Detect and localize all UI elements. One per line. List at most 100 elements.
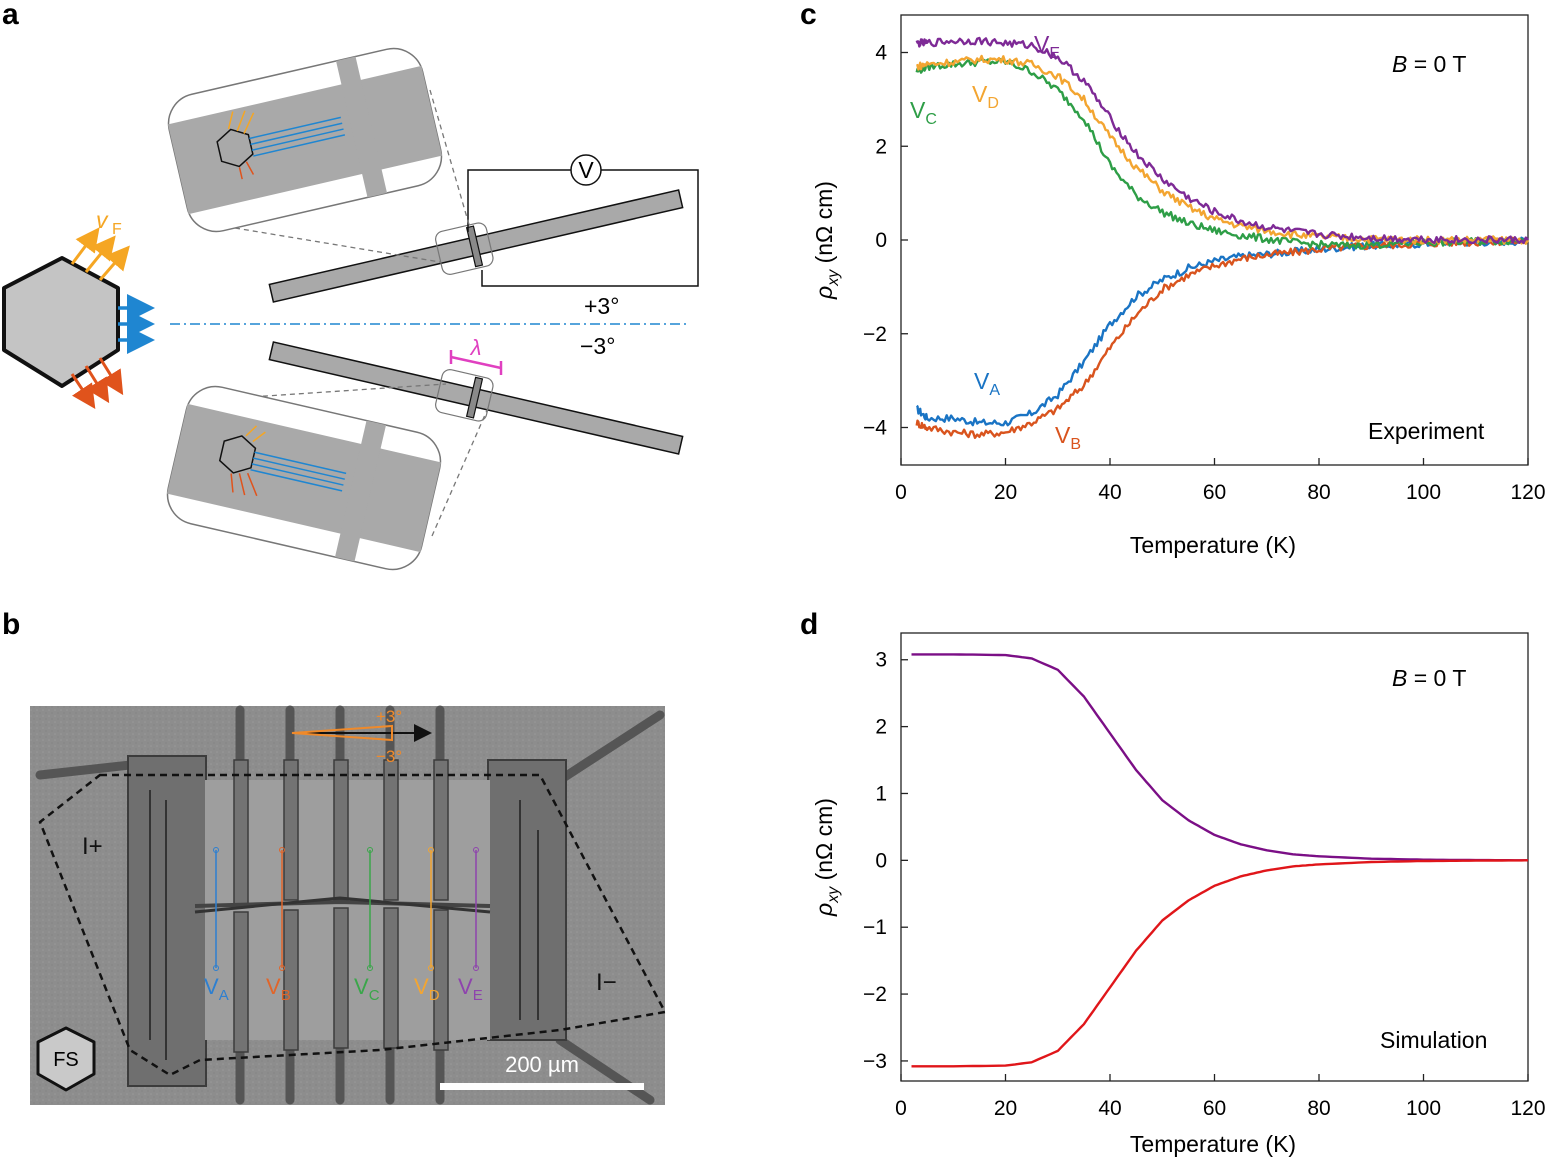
scale-bar-label: 200 µm	[505, 1052, 579, 1077]
y-tick-label: −3	[863, 1050, 887, 1073]
x-tick-label: 0	[895, 481, 907, 504]
b-angle-minus: −3°	[376, 747, 402, 766]
lower-channel	[194, 896, 491, 914]
x-tick-label: 20	[994, 1097, 1017, 1120]
probe-labels: VA VB VC VD VE	[204, 974, 483, 1004]
y-label-c-sub: xy	[825, 269, 842, 287]
panel-d-chart: 3 2 1 0 −1 −2 −3 0 20 40 60 80 100 120 Temperature (K…	[811, 632, 1546, 1157]
x-tick-label: 60	[1203, 481, 1226, 504]
series-line-e	[915, 36, 1529, 245]
x-tick-label: 60	[1203, 1097, 1226, 1120]
probe-e-sub: E	[473, 987, 483, 1004]
series-label-b: VB	[1055, 422, 1081, 453]
y-label-c-unit: (nΩ cm)	[811, 181, 837, 270]
x-tick-label: 100	[1406, 1097, 1441, 1120]
x-tick-label: 80	[1307, 1097, 1330, 1120]
probe-a-name: V	[204, 974, 219, 999]
x-tick-label: 20	[994, 481, 1017, 504]
y-tick-label: 2	[875, 716, 887, 739]
field-annotation-d: B = 0 T	[1392, 665, 1466, 691]
panel-c-chart: 420−2−40 20 40 60 80 100 120 Temperature (K) ρ…	[811, 14, 1546, 558]
y-tick-label: −2	[863, 983, 887, 1006]
series-line-lower	[911, 859, 1529, 1068]
probe-c-sub: C	[369, 987, 380, 1004]
probe-e-name: V	[458, 974, 473, 999]
panel-label-a: a	[2, 0, 19, 31]
svg-text:VD: VD	[414, 974, 440, 1004]
series-label-e: VE	[1034, 31, 1060, 62]
voltmeter-label: V	[578, 157, 594, 183]
x-tick-label: 120	[1510, 1097, 1545, 1120]
x-tick-label: 100	[1406, 481, 1441, 504]
vf-label: v	[96, 207, 109, 233]
y-tick-label: 1	[875, 782, 887, 805]
series-label-d: VD	[972, 81, 999, 112]
probe-d-name: V	[414, 974, 429, 999]
fermi-surface-hexagon	[2, 256, 120, 388]
y-tick-label: 3	[875, 649, 887, 672]
y-tick-label: −2	[863, 323, 887, 346]
x-tick-label: 40	[1098, 1097, 1121, 1120]
voltage-fingers	[233, 759, 449, 1053]
probe-b-sub: B	[281, 987, 291, 1004]
series-line-b	[915, 236, 1529, 439]
field-annotation-c: B = 0 T	[1392, 51, 1466, 77]
probe-a-sub: A	[219, 987, 229, 1004]
series-line-d	[915, 54, 1530, 245]
i-minus-label: I−	[596, 969, 617, 996]
series-label-a: VA	[974, 368, 1000, 399]
panel-b-micrograph: +3° −3° I+ I− VA VB VC VD VE FS 200 µm	[30, 705, 667, 1105]
y-label-c-rho: ρ	[811, 286, 837, 300]
plot-frame-d	[900, 632, 1529, 1082]
y-tick-label: −4	[863, 417, 887, 440]
lambda-label: λ	[470, 335, 482, 360]
crystal-boundary	[38, 773, 667, 1077]
lower-channel-bar	[268, 341, 684, 455]
y-axis-label-c: ρxy (nΩ cm)	[811, 181, 842, 300]
x-axis-label-d: Temperature (K)	[1130, 1131, 1296, 1157]
probe-d-sub: D	[429, 987, 440, 1004]
upper-zoom-inset	[167, 47, 443, 233]
fs-hexagon-icon	[36, 1026, 96, 1092]
y-tick-label: 0	[875, 229, 887, 252]
angle-plus-label: +3°	[584, 293, 619, 319]
x-tick-label: 80	[1307, 481, 1330, 504]
angle-wedge	[291, 724, 393, 742]
y-tick-label: 2	[875, 135, 887, 158]
current-pad-right	[487, 759, 567, 1041]
lambda-marker	[449, 350, 503, 375]
y-label-d-rho: ρ	[811, 903, 837, 917]
y-tick-label: −1	[863, 916, 887, 939]
method-annotation-d: Simulation	[1380, 1027, 1487, 1053]
panel-label-d: d	[800, 608, 818, 641]
method-annotation-c: Experiment	[1368, 418, 1485, 444]
y-label-d-unit: (nΩ cm)	[811, 798, 837, 887]
panel-a-schematic: v F V +3° −3° λ	[2, 47, 699, 571]
y-label-d-sub: xy	[825, 886, 842, 904]
y-tick-label: 0	[875, 849, 887, 872]
zoom-lines	[234, 89, 489, 537]
upper-channel-bar	[268, 189, 684, 303]
y-axis-label-d: ρxy (nΩ cm)	[811, 798, 842, 917]
x-tick-label: 120	[1510, 481, 1545, 504]
orange-velocity-arrows	[70, 227, 130, 281]
panel-label-b: b	[2, 608, 20, 641]
angle-minus-label: −3°	[580, 333, 615, 359]
b-angle-plus: +3°	[376, 707, 402, 726]
svg-text:VB: VB	[266, 974, 291, 1004]
svg-text:VC: VC	[354, 974, 380, 1004]
upper-channel	[194, 899, 491, 908]
probe-markers	[213, 847, 479, 971]
series-line-a	[915, 236, 1529, 427]
x-axis-label-c: Temperature (K)	[1130, 532, 1296, 558]
lower-zoom-inset	[166, 385, 442, 571]
red-velocity-arrows	[70, 357, 124, 409]
vf-subscript: F	[112, 221, 122, 238]
series-line-upper	[911, 653, 1528, 862]
panel-label-c: c	[800, 0, 817, 31]
blue-velocity-arrows	[118, 294, 155, 354]
voltmeter-wire	[467, 169, 699, 287]
scale-bar	[440, 1083, 644, 1090]
x-tick-label: 40	[1098, 481, 1121, 504]
